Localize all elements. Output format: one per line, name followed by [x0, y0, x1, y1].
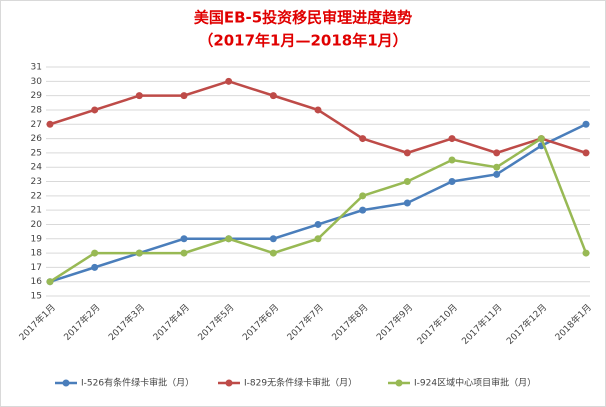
data-point	[91, 249, 99, 257]
legend-label: I-526有条件绿卡审批（月）	[81, 377, 194, 389]
data-point	[403, 199, 411, 207]
legend-label: I-924区域中心项目审批（月）	[414, 377, 536, 389]
legend-label: I-829无条件绿卡审批（月）	[244, 377, 357, 389]
y-tick-label: 19	[31, 234, 43, 244]
data-point	[582, 249, 590, 257]
data-point	[46, 278, 54, 286]
legend-marker	[62, 379, 70, 387]
y-tick-label: 16	[31, 277, 43, 287]
data-point	[403, 178, 411, 185]
data-point	[403, 149, 411, 157]
data-point	[537, 135, 545, 143]
data-point	[448, 178, 456, 185]
data-point	[180, 92, 188, 100]
data-point	[359, 206, 367, 214]
data-point	[225, 235, 233, 243]
data-point	[493, 163, 501, 171]
y-tick-label: 21	[31, 206, 42, 216]
y-tick-label: 30	[31, 77, 43, 87]
data-point	[135, 249, 143, 257]
data-point	[180, 249, 188, 257]
data-point	[46, 120, 54, 128]
data-point	[314, 235, 322, 243]
data-point	[359, 135, 367, 143]
y-tick-label: 24	[31, 163, 43, 173]
y-tick-label: 17	[31, 263, 42, 273]
data-point	[269, 92, 277, 100]
data-point	[359, 192, 367, 200]
data-point	[582, 149, 590, 157]
y-tick-label: 27	[31, 120, 42, 130]
data-point	[448, 135, 456, 143]
data-point	[91, 263, 99, 271]
y-tick-label: 15	[31, 292, 42, 302]
y-tick-label: 31	[31, 63, 42, 73]
data-point	[135, 92, 143, 100]
y-tick-label: 26	[31, 134, 43, 144]
data-point	[493, 170, 501, 178]
chart-title: 美国EB-5投资移民审理进度趋势	[194, 9, 412, 27]
legend-marker	[395, 379, 403, 387]
y-tick-label: 22	[31, 191, 42, 201]
data-point	[493, 149, 501, 157]
data-point	[582, 120, 590, 128]
data-point	[91, 106, 99, 114]
legend-marker	[225, 379, 233, 387]
data-point	[225, 77, 233, 85]
chart-subtitle: （2017年1月—2018年1月）	[198, 32, 407, 50]
y-tick-label: 29	[31, 91, 43, 101]
data-point	[269, 249, 277, 257]
y-tick-label: 20	[31, 220, 43, 230]
data-point	[314, 106, 322, 114]
data-point	[314, 220, 322, 228]
y-tick-label: 28	[31, 105, 43, 115]
data-point	[180, 235, 188, 243]
y-tick-label: 18	[31, 249, 43, 259]
y-tick-label: 25	[31, 148, 42, 158]
y-tick-label: 23	[31, 177, 42, 187]
data-point	[448, 156, 456, 164]
data-point	[269, 235, 277, 243]
